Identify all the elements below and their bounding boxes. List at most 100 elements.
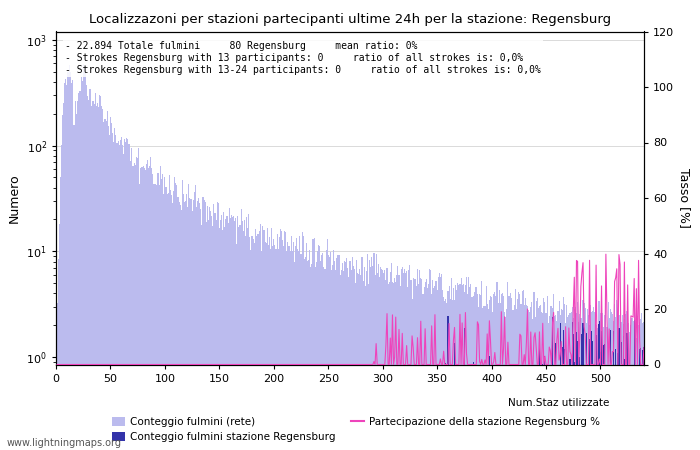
Partecipazione della stazione Regensburg %	[499, 346, 508, 351]
Bar	[327, 239, 328, 450]
Bar	[61, 145, 62, 450]
Bar	[559, 324, 561, 450]
Bar	[479, 294, 480, 450]
Bar	[73, 125, 74, 450]
Bar	[126, 138, 127, 450]
Bar	[608, 318, 610, 450]
Bar	[600, 313, 601, 450]
Bar	[529, 312, 530, 450]
Bar	[246, 217, 247, 450]
Bar	[628, 323, 629, 450]
Bar	[634, 306, 635, 450]
Bar	[359, 269, 360, 450]
Bar	[82, 81, 83, 450]
Bar	[150, 157, 151, 450]
Bar	[356, 260, 357, 450]
Bar	[504, 311, 505, 450]
Bar	[418, 284, 419, 450]
Bar	[243, 231, 244, 450]
Bar	[482, 308, 484, 450]
Bar	[351, 257, 353, 450]
Bar	[552, 308, 553, 450]
Bar	[306, 243, 307, 450]
Bar	[576, 314, 577, 450]
Bar	[431, 294, 432, 450]
Bar	[321, 255, 322, 450]
Bar	[228, 223, 229, 450]
Bar	[424, 287, 425, 450]
Bar	[274, 245, 275, 450]
Bar	[427, 288, 428, 450]
Bar	[502, 293, 503, 450]
Bar	[594, 312, 596, 450]
Title: Localizzazoni per stazioni partecipanti ultime 24h per la stazione: Regensburg: Localizzazoni per stazioni partecipanti …	[89, 13, 611, 26]
Bar	[598, 321, 600, 450]
Bar	[374, 274, 376, 450]
Bar	[361, 257, 363, 450]
Bar	[629, 332, 631, 450]
Bar	[456, 290, 457, 450]
Bar	[365, 286, 366, 450]
Y-axis label: Tasso [%]: Tasso [%]	[678, 168, 691, 228]
Bar	[559, 315, 561, 450]
Bar	[567, 317, 568, 450]
Bar	[328, 255, 329, 450]
Bar	[489, 301, 490, 450]
Bar	[94, 104, 95, 450]
Bar	[575, 307, 576, 450]
Bar	[636, 338, 637, 450]
Bar	[210, 212, 211, 450]
Bar	[344, 261, 345, 450]
Bar	[151, 167, 153, 450]
Bar	[416, 286, 417, 450]
Bar	[440, 277, 441, 450]
Bar	[67, 72, 69, 450]
Bar	[283, 246, 284, 450]
Bar	[498, 290, 500, 450]
Bar	[60, 177, 61, 450]
Bar	[565, 323, 566, 450]
Bar	[430, 270, 431, 450]
Bar	[626, 311, 627, 450]
Bar	[122, 145, 123, 450]
Bar	[568, 315, 569, 450]
Bar	[562, 310, 563, 450]
Bar	[121, 137, 122, 450]
Bar	[298, 251, 300, 450]
Bar	[408, 270, 409, 450]
Bar	[78, 94, 79, 450]
Bar	[134, 163, 135, 450]
Bar	[500, 294, 502, 450]
Bar	[106, 111, 108, 450]
Bar	[539, 333, 540, 450]
Bar	[475, 287, 476, 450]
Bar	[402, 273, 404, 450]
Bar	[638, 325, 639, 450]
Bar	[393, 283, 394, 450]
Bar	[326, 250, 327, 450]
Bar	[572, 306, 573, 450]
Bar	[223, 212, 224, 450]
Bar	[643, 347, 645, 450]
Bar	[429, 269, 430, 450]
Bar	[370, 267, 371, 450]
Bar	[589, 325, 590, 450]
Bar	[354, 269, 355, 450]
Bar	[133, 166, 134, 450]
Bar	[342, 263, 343, 450]
Bar	[406, 271, 407, 450]
Bar	[257, 234, 258, 450]
Bar	[66, 85, 67, 450]
Bar	[294, 262, 295, 450]
Bar	[155, 185, 157, 450]
Bar	[77, 101, 78, 450]
Bar	[590, 306, 592, 450]
Bar	[239, 225, 241, 450]
Bar	[345, 262, 346, 450]
Bar	[582, 323, 584, 450]
Bar	[62, 115, 63, 450]
Bar	[515, 288, 516, 450]
Bar	[79, 91, 81, 450]
Bar	[469, 287, 470, 450]
Bar	[131, 148, 132, 450]
